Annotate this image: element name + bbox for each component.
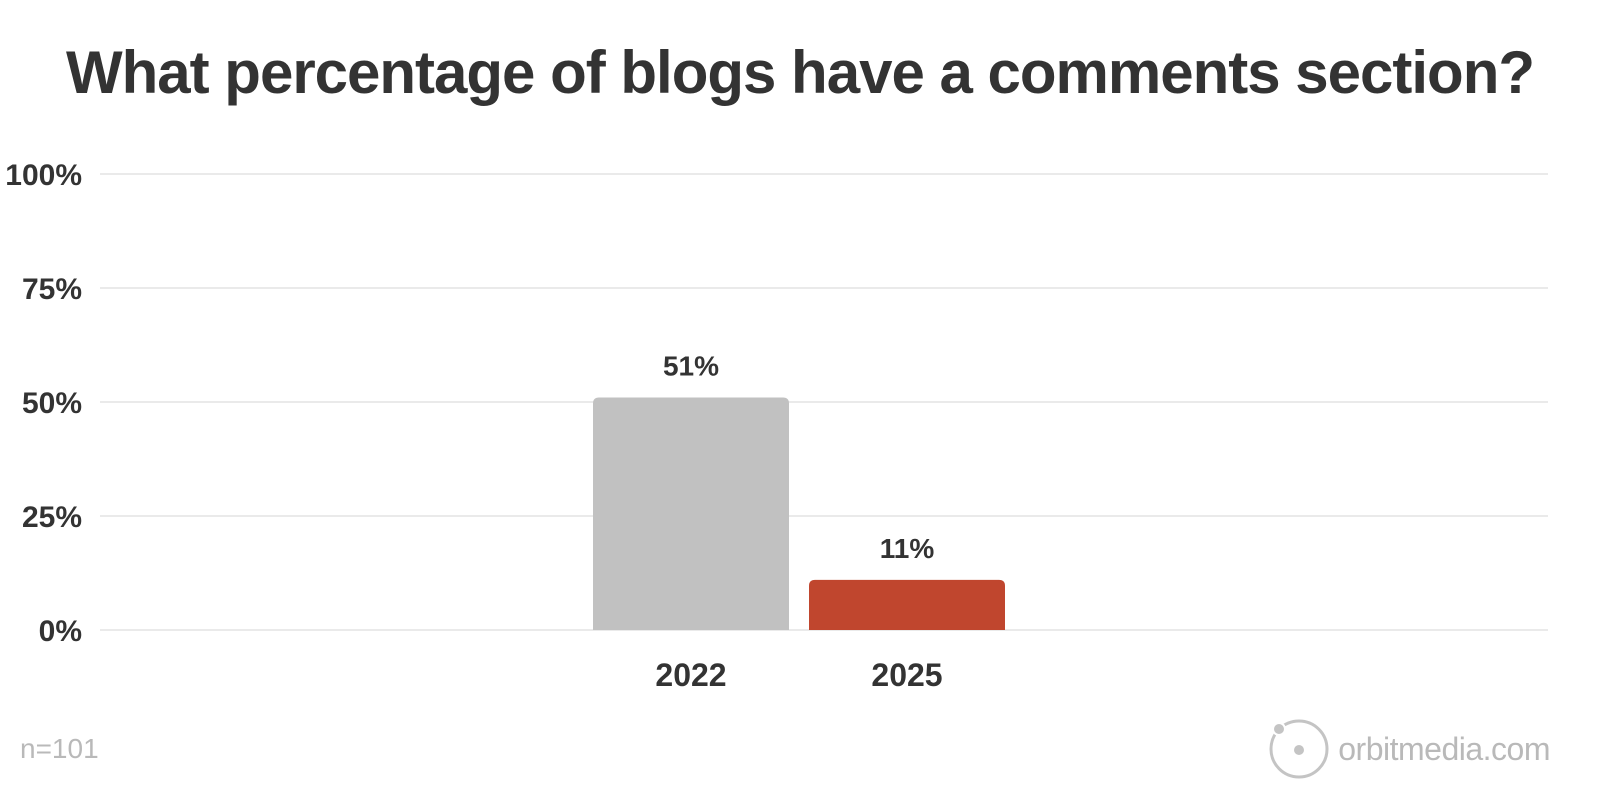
y-axis-tick-labels: 0% 25% 50% 75% 100% [5, 159, 82, 648]
bar-chart: 0% 25% 50% 75% 100% 51% 11% 2022 2025 [5, 159, 1548, 693]
x-axis-category-labels: 2022 2025 [655, 657, 942, 693]
category-label-2025: 2025 [871, 657, 942, 693]
y-tick-label: 50% [22, 387, 82, 420]
category-label-2022: 2022 [655, 657, 726, 693]
data-label-2025: 11% [880, 533, 935, 564]
bar-2022 [593, 397, 789, 630]
y-tick-label: 0% [39, 615, 82, 648]
sample-size-note: n=101 [20, 733, 99, 764]
bar-2025 [809, 579, 1005, 630]
y-tick-label: 25% [22, 501, 82, 534]
bars [593, 397, 1005, 630]
data-labels: 51% 11% [663, 350, 934, 563]
y-tick-label: 75% [22, 273, 82, 306]
brand-watermark: orbitmedia.com [1268, 718, 1550, 780]
brand-name: orbitmedia.com [1338, 730, 1550, 767]
data-label-2022: 51% [663, 350, 719, 381]
chart-title: What percentage of blogs have a comments… [66, 39, 1535, 106]
y-tick-label: 100% [5, 159, 82, 192]
orbit-logo-icon [1269, 719, 1329, 779]
gridlines [100, 173, 1548, 631]
